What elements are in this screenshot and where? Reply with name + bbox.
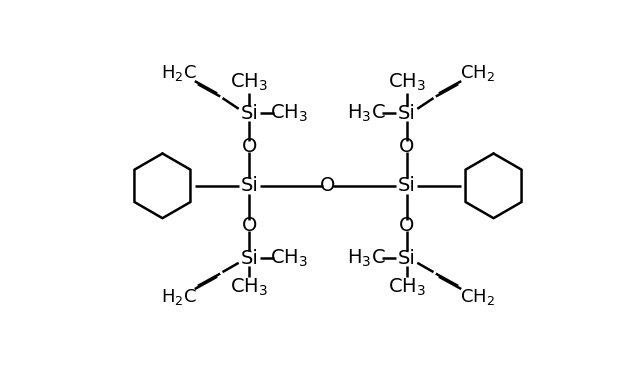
Text: CH$_3$: CH$_3$ bbox=[271, 103, 308, 124]
Text: H$_3$C: H$_3$C bbox=[347, 103, 386, 124]
Text: H$_2$C: H$_2$C bbox=[161, 63, 196, 84]
Text: Si: Si bbox=[397, 249, 415, 268]
Text: O: O bbox=[399, 137, 414, 156]
Text: O: O bbox=[242, 137, 257, 156]
Text: O: O bbox=[320, 176, 336, 195]
Text: CH$_3$: CH$_3$ bbox=[230, 277, 268, 298]
Text: CH$_2$: CH$_2$ bbox=[460, 287, 495, 307]
Text: O: O bbox=[242, 216, 257, 235]
Text: Si: Si bbox=[241, 104, 259, 123]
Text: Si: Si bbox=[241, 249, 259, 268]
Text: CH$_2$: CH$_2$ bbox=[460, 63, 495, 84]
Text: O: O bbox=[399, 216, 414, 235]
Text: CH$_3$: CH$_3$ bbox=[388, 277, 426, 298]
Text: H$_2$C: H$_2$C bbox=[161, 287, 196, 307]
Text: Si: Si bbox=[397, 104, 415, 123]
Text: CH$_3$: CH$_3$ bbox=[388, 72, 426, 93]
Text: Si: Si bbox=[397, 176, 415, 195]
Text: Si: Si bbox=[241, 176, 259, 195]
Text: CH$_3$: CH$_3$ bbox=[271, 248, 308, 269]
Text: CH$_3$: CH$_3$ bbox=[230, 72, 268, 93]
Text: H$_3$C: H$_3$C bbox=[347, 248, 386, 269]
